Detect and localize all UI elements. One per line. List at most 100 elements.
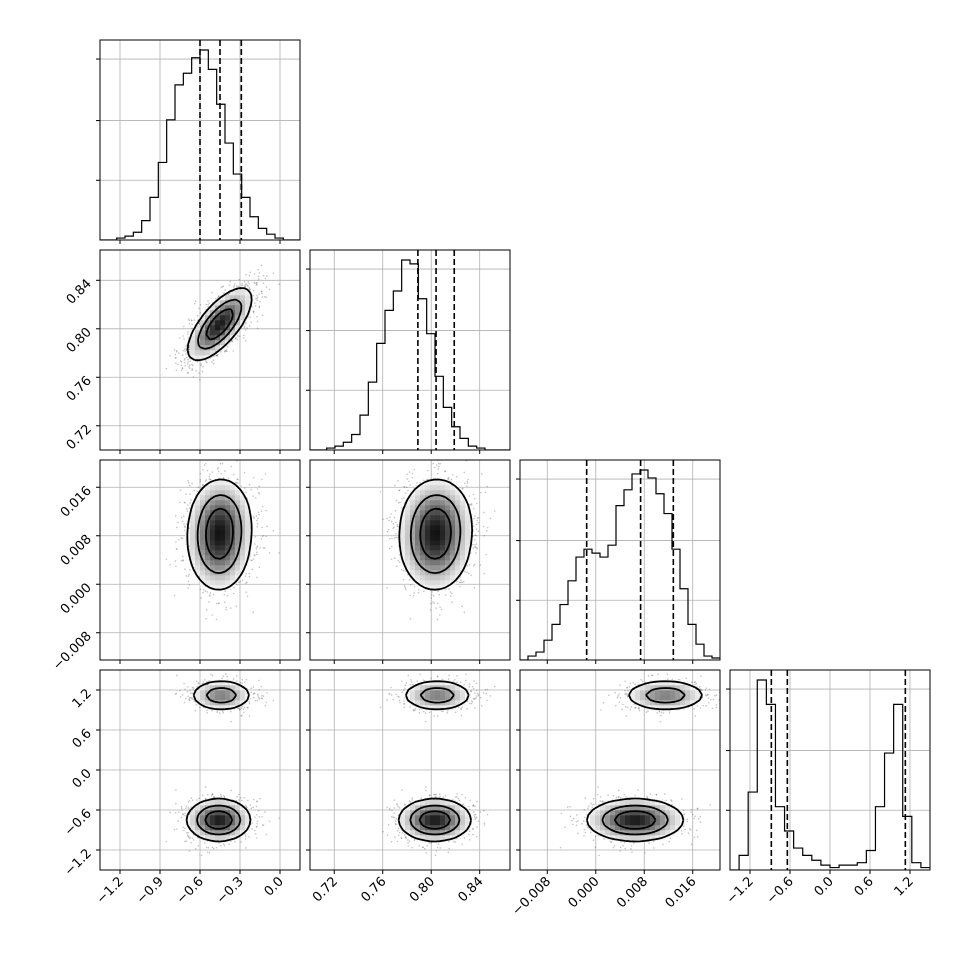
sample-point bbox=[205, 462, 207, 465]
sample-point bbox=[268, 552, 271, 554]
density-cell bbox=[225, 335, 231, 341]
sample-point bbox=[404, 492, 407, 494]
sample-point bbox=[213, 355, 216, 357]
sample-point bbox=[209, 473, 211, 476]
sample-point bbox=[228, 292, 231, 295]
sample-point bbox=[253, 302, 256, 304]
density-cell bbox=[205, 485, 211, 491]
sample-point bbox=[211, 291, 213, 294]
density-cell bbox=[200, 350, 206, 356]
sample-point bbox=[187, 580, 190, 583]
density-cell bbox=[225, 320, 231, 326]
density-cell bbox=[210, 320, 216, 326]
sample-point bbox=[178, 337, 181, 339]
sample-point bbox=[423, 479, 425, 482]
panel-content bbox=[310, 250, 510, 450]
sample-point bbox=[466, 565, 469, 567]
sample-point bbox=[191, 369, 193, 371]
density-cell bbox=[215, 540, 221, 546]
sample-point bbox=[256, 315, 258, 318]
density-cell bbox=[235, 295, 241, 301]
sample-point bbox=[199, 472, 202, 475]
density-cell bbox=[230, 570, 236, 576]
sample-point bbox=[258, 306, 261, 309]
sample-point bbox=[388, 547, 391, 550]
sample-point bbox=[260, 538, 263, 540]
sample-point bbox=[176, 548, 178, 551]
sample-point bbox=[176, 350, 178, 353]
density-cell bbox=[230, 545, 236, 551]
density-cell bbox=[225, 330, 231, 336]
panel-content bbox=[100, 40, 300, 240]
sample-point bbox=[256, 320, 259, 323]
sample-point bbox=[439, 606, 441, 608]
density-cell bbox=[215, 485, 221, 491]
sample-point bbox=[413, 468, 415, 471]
sample-point bbox=[449, 591, 452, 593]
sample-point bbox=[228, 284, 231, 286]
density-cell bbox=[230, 515, 236, 521]
density-cell bbox=[240, 505, 246, 511]
sample-point bbox=[236, 286, 238, 289]
density-cell bbox=[235, 515, 241, 521]
sample-point bbox=[223, 601, 226, 603]
density-cell bbox=[200, 575, 206, 581]
sample-point bbox=[248, 325, 251, 327]
density-cell bbox=[215, 300, 221, 306]
sample-point bbox=[184, 526, 186, 528]
sample-point bbox=[397, 536, 399, 539]
sample-point bbox=[188, 481, 190, 484]
sample-point bbox=[240, 284, 243, 286]
density-cell bbox=[195, 560, 201, 566]
sample-point bbox=[188, 344, 191, 347]
density-cell bbox=[205, 495, 211, 501]
density-cell bbox=[235, 300, 241, 306]
density-cell bbox=[235, 565, 241, 571]
sample-point bbox=[388, 519, 390, 522]
density-cell bbox=[210, 305, 216, 311]
sample-point bbox=[244, 284, 246, 287]
sample-point bbox=[459, 585, 461, 588]
panel-2-1 bbox=[306, 459, 511, 664]
sample-point bbox=[217, 470, 220, 473]
sample-point bbox=[486, 530, 488, 532]
density-cell bbox=[195, 555, 201, 561]
sample-point bbox=[205, 303, 208, 306]
sample-point bbox=[462, 580, 465, 583]
density-cell bbox=[220, 585, 226, 591]
sample-point bbox=[187, 358, 189, 361]
sample-point bbox=[258, 566, 261, 569]
sample-point bbox=[456, 580, 458, 583]
density-cell bbox=[230, 550, 236, 556]
density-cell bbox=[200, 340, 206, 346]
density-cell bbox=[235, 320, 241, 326]
sample-point bbox=[411, 472, 414, 475]
density-cell bbox=[235, 510, 241, 516]
sample-point bbox=[248, 483, 251, 486]
sample-point bbox=[245, 572, 248, 575]
sample-point bbox=[216, 468, 219, 470]
density-cell bbox=[225, 500, 231, 506]
sample-point bbox=[241, 284, 244, 287]
sample-point bbox=[184, 357, 186, 360]
sample-point bbox=[235, 337, 237, 339]
density-cell bbox=[235, 525, 241, 531]
density-cell bbox=[245, 305, 251, 311]
sample-point bbox=[187, 575, 190, 577]
density-cell bbox=[205, 505, 211, 511]
density-cell bbox=[230, 510, 236, 516]
sample-point bbox=[181, 367, 184, 370]
sample-point bbox=[187, 479, 189, 482]
sample-point bbox=[411, 476, 414, 479]
sample-point bbox=[206, 591, 209, 593]
sample-point bbox=[403, 486, 405, 488]
sample-point bbox=[252, 310, 255, 313]
density-cell bbox=[215, 325, 221, 331]
sample-point bbox=[165, 367, 168, 370]
sample-point bbox=[189, 367, 191, 370]
sample-point bbox=[396, 525, 399, 528]
sample-point bbox=[266, 275, 268, 278]
density-cell bbox=[225, 545, 231, 551]
sample-point bbox=[175, 357, 177, 359]
sample-point bbox=[188, 322, 191, 325]
